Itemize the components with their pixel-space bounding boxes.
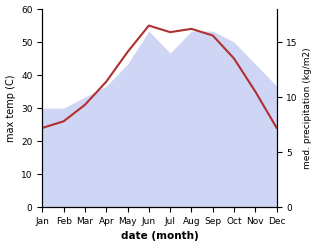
Y-axis label: max temp (C): max temp (C) (5, 74, 16, 142)
X-axis label: date (month): date (month) (121, 231, 198, 242)
Y-axis label: med. precipitation (kg/m2): med. precipitation (kg/m2) (303, 47, 313, 169)
